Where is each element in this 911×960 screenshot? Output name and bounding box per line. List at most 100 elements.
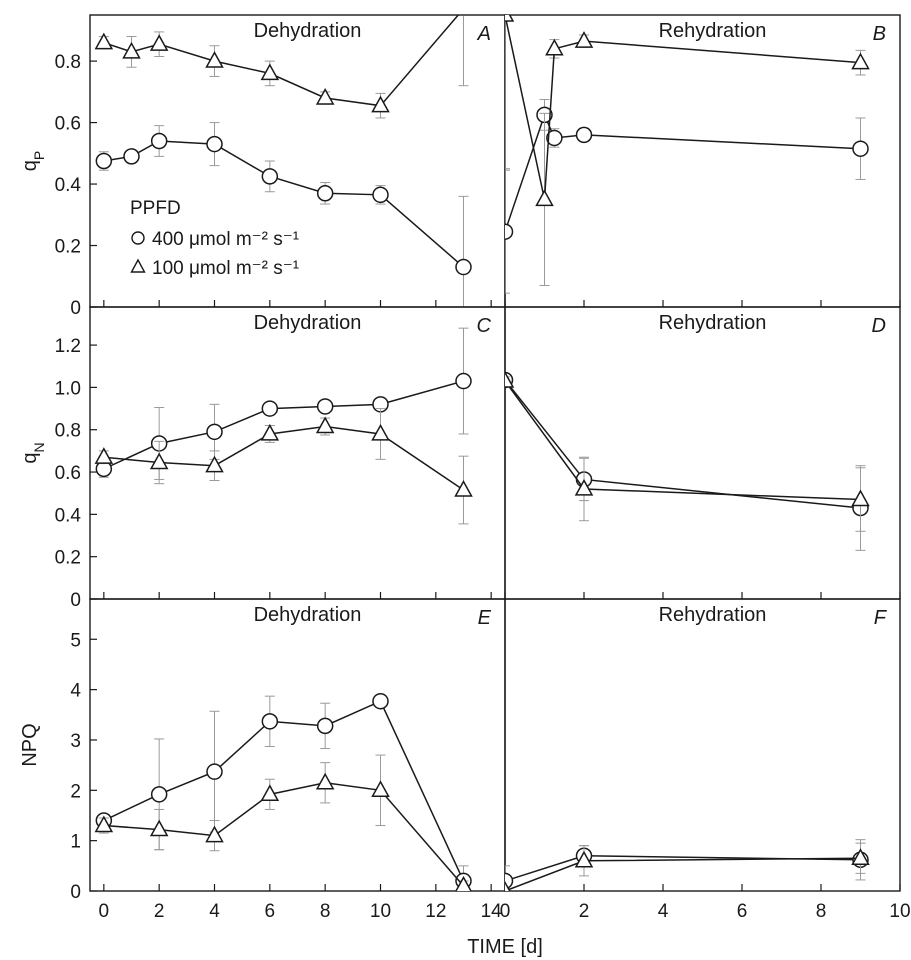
y-tick-label: 0.6 xyxy=(55,463,81,484)
panel-letter: D xyxy=(872,315,886,337)
panel-data xyxy=(94,692,472,891)
y-tick-label: 0.8 xyxy=(55,52,81,73)
y-tick-label: 0.4 xyxy=(55,175,82,196)
panel-data xyxy=(505,15,870,294)
data-point-circle xyxy=(206,135,223,153)
y-tick-label: 2 xyxy=(70,781,81,802)
data-point-circle xyxy=(150,132,168,150)
data-point-triangle xyxy=(454,479,473,497)
y-axis-label-subscript: N xyxy=(31,442,47,452)
panel-frame xyxy=(504,306,901,600)
panel-data xyxy=(505,371,870,551)
data-point-triangle xyxy=(574,31,594,48)
data-point-triangle xyxy=(545,38,564,56)
data-point-circle xyxy=(206,423,223,441)
panel-frame xyxy=(504,598,901,892)
data-point-triangle xyxy=(149,452,169,470)
x-tick-label: 4 xyxy=(658,901,669,922)
x-tick-label: 0 xyxy=(500,901,511,922)
y-tick-label: 0 xyxy=(70,590,81,611)
data-point-circle xyxy=(575,126,593,144)
y-tick-label: 0 xyxy=(70,298,81,319)
data-point-triangle xyxy=(574,478,594,496)
data-point-triangle xyxy=(205,51,224,68)
data-point-triangle xyxy=(574,850,594,868)
data-point-triangle xyxy=(371,423,390,441)
x-tick-label: 2 xyxy=(154,901,165,922)
x-tick-label: 6 xyxy=(737,901,748,922)
data-point-triangle xyxy=(260,784,280,802)
data-point-triangle xyxy=(260,423,280,441)
data-point-circle xyxy=(316,185,334,202)
x-tick-label: 4 xyxy=(209,901,220,922)
x-tick-label: 8 xyxy=(816,901,827,922)
y-tick-label: 0.2 xyxy=(55,548,81,569)
data-point-circle xyxy=(261,400,279,417)
y-axis-label-main: q xyxy=(19,160,41,171)
panel-data xyxy=(94,15,473,307)
data-point-triangle xyxy=(851,52,870,70)
series-circle xyxy=(95,692,472,891)
data-point-triangle xyxy=(315,416,335,434)
series-triangle xyxy=(94,754,472,891)
series-triangle xyxy=(505,371,870,532)
data-point-circle xyxy=(150,786,168,803)
legend-entry-label: 100 μmol m⁻² s⁻¹ xyxy=(152,258,299,279)
series-line xyxy=(505,379,861,509)
y-tick-label: 0.6 xyxy=(55,114,81,135)
panel-letter: C xyxy=(477,315,492,337)
series-triangle xyxy=(94,408,473,525)
data-point-circle xyxy=(505,223,514,240)
series-line xyxy=(505,15,861,200)
data-point-circle xyxy=(316,717,334,735)
panel-f: 0 2 4 6 8 10 Rehydration F TIME [d] xyxy=(467,598,911,958)
y-tick-label: 3 xyxy=(70,731,81,752)
data-point-triangle xyxy=(315,772,335,790)
data-point-triangle xyxy=(315,87,335,105)
series-triangle xyxy=(505,842,870,891)
data-point-circle xyxy=(455,372,472,390)
y-tick-label: 1 xyxy=(70,832,81,853)
data-point-triangle xyxy=(205,455,224,473)
panel-frame xyxy=(89,598,506,892)
y-axis-label: qP xyxy=(19,151,47,171)
panel-title: Rehydration xyxy=(659,312,767,334)
y-axis-label: NPQ xyxy=(19,723,41,766)
x-tick-label: 2 xyxy=(579,901,590,922)
series-triangle xyxy=(505,15,870,286)
panel-data xyxy=(505,839,870,891)
x-tick-label: 0 xyxy=(99,901,110,922)
data-point-triangle xyxy=(205,825,224,843)
series-circle xyxy=(505,99,869,294)
panel-d: Rehydration D xyxy=(504,306,901,600)
y-tick-label: 0.4 xyxy=(55,505,82,526)
y-tick-label: 4 xyxy=(70,681,81,702)
data-point-circle xyxy=(372,692,389,710)
panel-frame xyxy=(504,14,901,308)
panel-title: Rehydration xyxy=(659,20,767,42)
panel-letter: B xyxy=(873,23,886,45)
panel-a: 0 0.2 0.4 0.6 0.8 qP Dehydration A PPFD 400 μmol … xyxy=(19,14,506,319)
y-tick-label: 0.8 xyxy=(55,421,81,442)
legend: PPFD 400 μmol m⁻² s⁻¹ 100 μmol m⁻² s⁻¹ xyxy=(130,198,299,279)
data-point-triangle xyxy=(535,189,554,207)
y-axis-label-subscript: P xyxy=(31,151,47,160)
panel-title: Dehydration xyxy=(254,312,362,334)
data-point-circle xyxy=(372,186,389,204)
data-point-triangle xyxy=(851,848,870,865)
panel-b: Rehydration B xyxy=(504,14,901,308)
y-axis-label-main: NPQ xyxy=(19,723,41,766)
series-circle xyxy=(505,839,869,891)
data-point-circle xyxy=(546,129,563,147)
x-tick-label: 10 xyxy=(370,901,391,922)
data-point-circle xyxy=(261,168,279,185)
data-point-circle xyxy=(455,258,472,276)
data-point-triangle xyxy=(371,780,390,798)
panel-letter: A xyxy=(477,23,491,45)
data-point-triangle xyxy=(505,880,511,891)
series-triangle xyxy=(94,15,473,119)
y-tick-label: 1.0 xyxy=(55,378,81,399)
data-point-circle xyxy=(261,713,279,730)
